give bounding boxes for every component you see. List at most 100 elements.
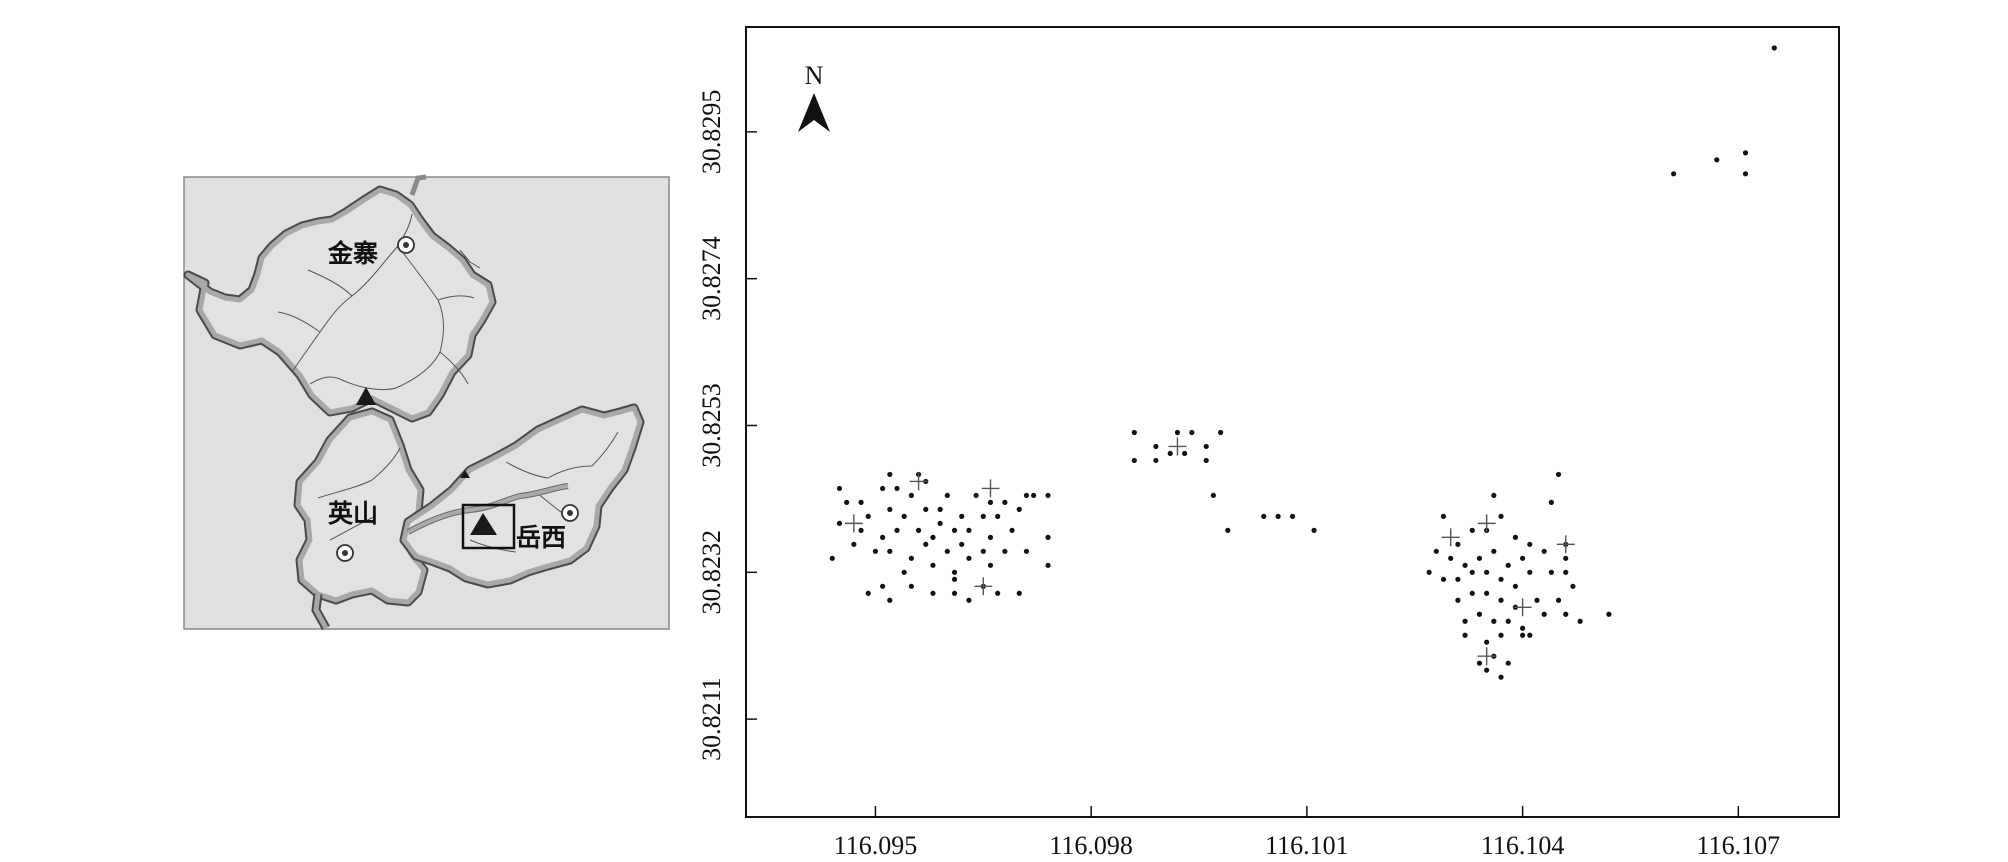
data-point <box>1023 548 1030 554</box>
data-point <box>1505 660 1511 666</box>
data-point <box>1455 597 1461 603</box>
data-point <box>1045 562 1051 568</box>
inset-map: 金寨 英山 岳西 <box>183 174 670 631</box>
data-point <box>1606 611 1612 617</box>
data-point <box>995 513 1001 519</box>
data-point <box>836 520 843 526</box>
data-point <box>901 569 907 575</box>
data-point <box>1031 492 1037 499</box>
data-point <box>1512 534 1519 540</box>
data-point <box>1002 499 1008 505</box>
plot-frame <box>745 26 1840 818</box>
cross-marker <box>981 479 1000 498</box>
data-point <box>1045 492 1051 499</box>
data-point <box>1469 590 1475 596</box>
north-arrow-label: N <box>805 61 824 90</box>
data-point <box>930 534 936 540</box>
data-point <box>951 569 958 575</box>
data-point <box>1505 618 1511 624</box>
cross-marker <box>1556 535 1575 554</box>
y-tick-label: 30.8274 <box>697 236 726 321</box>
data-point <box>966 555 972 561</box>
data-point <box>1462 632 1468 638</box>
data-point <box>1714 157 1720 163</box>
data-point <box>829 555 835 561</box>
data-point <box>1527 632 1533 638</box>
data-point <box>1153 457 1159 464</box>
data-point <box>1426 569 1432 575</box>
data-point <box>987 534 994 540</box>
label-jinzhai: 金寨 <box>327 239 378 268</box>
data-point <box>1189 429 1195 436</box>
data-point <box>1045 534 1051 540</box>
data-point <box>1563 555 1569 561</box>
yingshan-region <box>293 407 429 631</box>
data-point <box>1210 492 1217 499</box>
y-axis: 30.8211 30.8232 30.8253 30.8274 30.8295 <box>697 90 757 761</box>
data-point <box>973 492 979 499</box>
yingshan-rivers <box>317 447 401 541</box>
data-point <box>1541 548 1547 554</box>
data-point <box>1484 569 1490 575</box>
data-point <box>1484 667 1490 673</box>
x-tick-label: 116.101 <box>1265 831 1349 860</box>
data-point <box>1462 562 1468 568</box>
data-point <box>951 527 958 533</box>
data-point <box>1520 555 1526 561</box>
data-point <box>858 499 864 505</box>
data-point <box>880 583 886 589</box>
north-arrow-icon <box>798 93 830 132</box>
north-arrow: N <box>798 61 830 132</box>
scatter-plot: N 116.095 116.098 116.101 116.104 116.107 30… <box>697 26 1840 860</box>
data-point <box>887 506 893 512</box>
jinzhai-region <box>183 174 497 423</box>
data-point <box>1520 632 1526 638</box>
data-point <box>1153 443 1159 450</box>
data-point <box>1476 555 1483 561</box>
data-point <box>1520 625 1526 631</box>
data-point <box>959 513 965 519</box>
data-point <box>887 471 893 478</box>
jinzhai-boundary <box>185 187 495 421</box>
data-point <box>1203 457 1209 464</box>
data-point <box>1225 527 1231 533</box>
town-marker-jinzhai <box>397 236 415 254</box>
data-point <box>1771 45 1777 51</box>
data-point <box>937 506 943 512</box>
data-point <box>1023 492 1030 499</box>
data-point <box>1534 597 1540 603</box>
y-tick-label: 30.8211 <box>697 677 726 761</box>
data-point <box>1563 569 1569 575</box>
data-point <box>1498 674 1504 680</box>
data-point <box>995 590 1001 596</box>
data-point <box>1527 541 1533 547</box>
cross-marker <box>1513 598 1532 617</box>
data-point <box>1462 618 1468 624</box>
data-point <box>1548 499 1554 505</box>
study-area-box <box>461 503 516 550</box>
y-tick-label: 30.8295 <box>697 90 726 175</box>
data-point <box>1203 443 1209 450</box>
data-point <box>1455 576 1461 582</box>
data-point <box>1484 590 1490 596</box>
data-point <box>1484 639 1490 645</box>
data-point <box>1131 429 1137 436</box>
data-point <box>858 527 864 533</box>
data-point <box>894 527 900 533</box>
x-tick-label: 116.107 <box>1697 831 1781 860</box>
data-point <box>1455 541 1461 547</box>
cross-marker <box>844 514 863 533</box>
northern-boundary-spur <box>409 174 427 196</box>
data-point <box>1555 471 1562 478</box>
jinzhai-rivers <box>277 213 481 391</box>
data-point <box>923 506 929 512</box>
label-yuexi: 岳西 <box>516 523 566 552</box>
data-point <box>915 527 922 533</box>
data-point <box>887 548 893 554</box>
data-point <box>1563 611 1569 617</box>
data-point <box>930 590 936 596</box>
yingshan-tail <box>313 593 329 630</box>
data-point <box>908 555 914 561</box>
data-point <box>1491 492 1497 499</box>
